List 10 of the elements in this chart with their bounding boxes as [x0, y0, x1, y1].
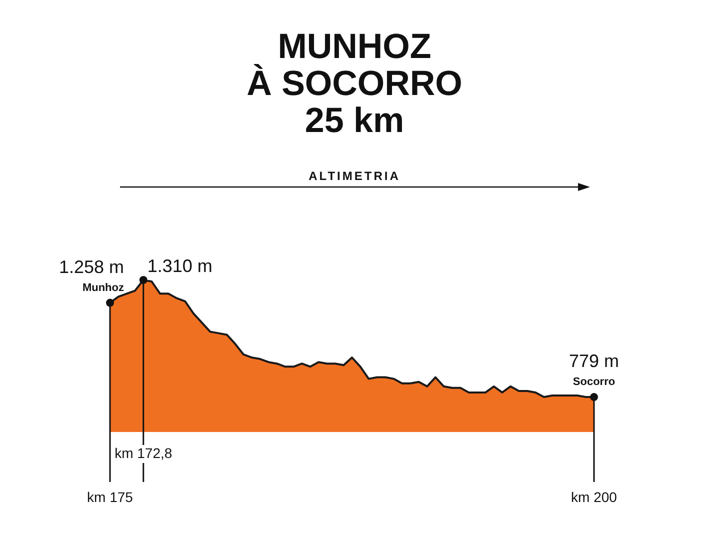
- chart-subtitle: ALTIMETRIA: [308, 169, 402, 183]
- x-tick-label: km 172,8: [114, 444, 172, 461]
- annotation: Munhoz: [82, 282, 124, 294]
- x-tick-label: km 175: [87, 488, 134, 505]
- chart-title: MUNHOZ À SOCORRO 25 km: [246, 27, 464, 140]
- annotation: 1.310 m: [147, 256, 212, 276]
- x-tick-label: km 200: [571, 488, 618, 505]
- annotation: Socorro: [572, 376, 616, 388]
- annotation: 779 m: [568, 351, 620, 372]
- annotation: 1.258 m: [58, 256, 124, 277]
